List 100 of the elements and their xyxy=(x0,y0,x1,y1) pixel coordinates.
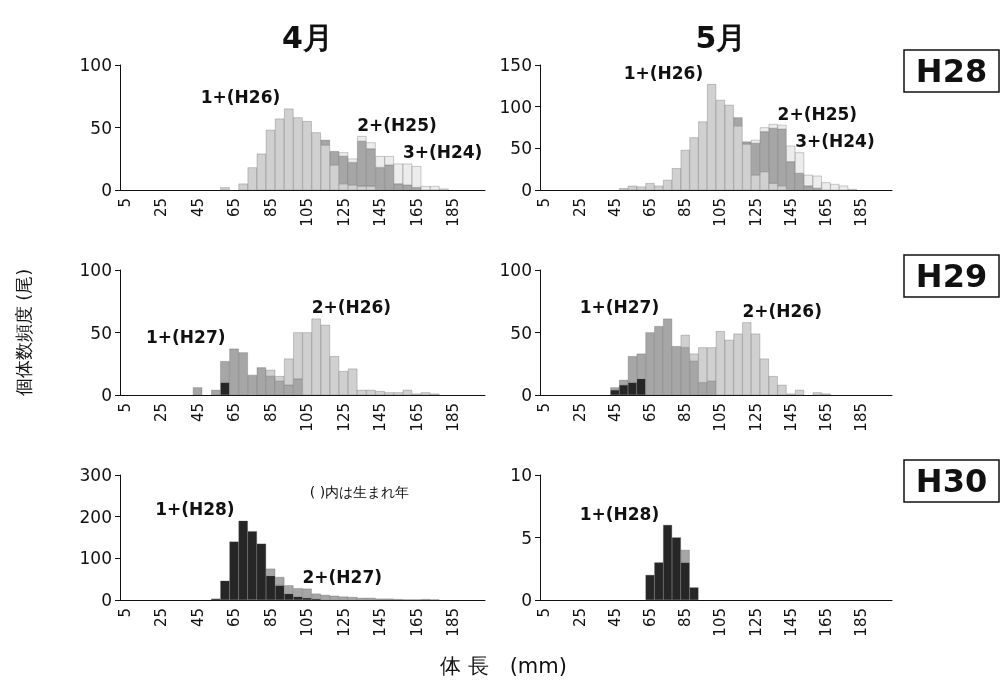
series-label: 2+(H25) xyxy=(357,114,437,135)
x-tick-label: 25 xyxy=(152,403,171,423)
y-tick-label: 300 xyxy=(79,465,112,485)
x-tick-label: 65 xyxy=(225,403,244,423)
y-tick-label: 50 xyxy=(510,138,532,159)
x-tick-label: 125 xyxy=(746,608,765,637)
x-tick-label: 5 xyxy=(535,608,554,618)
x-tick-label: 125 xyxy=(746,403,765,432)
x-tick-label: 165 xyxy=(407,198,426,227)
x-tick-label: 65 xyxy=(641,608,659,628)
x-tick-label: 125 xyxy=(334,198,353,227)
y-tick-label: 0 xyxy=(521,180,532,200)
x-tick-label: 165 xyxy=(817,608,835,637)
x-tick-label: 45 xyxy=(605,198,624,218)
x-tick-label: 45 xyxy=(605,608,624,628)
x-tick-label: 185 xyxy=(852,608,871,637)
x-tick-label: 5 xyxy=(115,608,134,618)
x-tick-label: 45 xyxy=(188,198,207,218)
x-tick-label: 25 xyxy=(570,403,589,423)
y-tick-label: 50 xyxy=(90,322,112,343)
series-label: 1+(H27) xyxy=(579,297,660,318)
x-tick-label: 185 xyxy=(852,198,871,227)
x-tick-label: 25 xyxy=(152,608,171,628)
x-tick-label: 165 xyxy=(407,403,426,432)
y-tick-label: 100 xyxy=(499,260,532,280)
y-tick-label: 10 xyxy=(510,465,532,485)
x-tick-label: 45 xyxy=(188,608,207,628)
series-label: 2+(H26) xyxy=(742,301,822,321)
y-tick-label: 50 xyxy=(90,117,112,138)
chart-title: 4月 xyxy=(282,19,333,55)
x-tick-label: 105 xyxy=(298,403,317,432)
series-label: 1+(H26) xyxy=(623,62,704,83)
x-axis-title: 体 長 (mm) xyxy=(439,653,568,680)
x-tick-label: 85 xyxy=(676,198,695,218)
x-tick-label: 65 xyxy=(225,198,244,218)
x-tick-label: 25 xyxy=(152,198,171,218)
series-label: 3+(H24) xyxy=(795,131,875,151)
series-label: 1+(H26) xyxy=(200,87,281,108)
y2-axis-title: H30 xyxy=(915,462,988,500)
y-tick-label: 100 xyxy=(79,55,112,75)
x-tick-label: 5 xyxy=(115,403,134,413)
y-tick-label: 0 xyxy=(521,590,532,610)
x-tick-label: 185 xyxy=(444,608,463,637)
x-tick-label: 85 xyxy=(676,403,695,423)
series-label: 2+(H25) xyxy=(777,103,858,124)
x-tick-label: 145 xyxy=(371,608,390,637)
x-tick-label: 105 xyxy=(711,403,730,432)
x-tick-label: 165 xyxy=(407,608,426,637)
x-tick-label: 185 xyxy=(444,403,463,432)
x-tick-label: 85 xyxy=(261,608,280,628)
x-tick-label: 105 xyxy=(298,608,317,637)
y-tick-label: 0 xyxy=(101,590,112,610)
x-tick-label: 85 xyxy=(676,608,695,628)
x-tick-label: 5 xyxy=(115,198,134,208)
y-tick-label: 100 xyxy=(499,96,532,117)
x-tick-label: 145 xyxy=(371,403,390,432)
x-tick-label: 45 xyxy=(605,403,624,423)
y2-axis-title: H29 xyxy=(915,257,988,295)
x-tick-label: 165 xyxy=(817,403,835,432)
y-axis-title: 個体数頻度 (尾) xyxy=(12,268,34,397)
x-tick-label: 65 xyxy=(225,608,244,628)
series-label: 2+(H27) xyxy=(302,567,382,588)
y-tick-label: 100 xyxy=(79,548,112,569)
series-label: 3+(H24) xyxy=(402,142,483,163)
x-tick-label: 25 xyxy=(570,608,589,628)
y-tick-label: 0 xyxy=(521,385,532,405)
x-tick-label: 185 xyxy=(444,198,463,227)
x-tick-label: 185 xyxy=(852,403,871,432)
x-tick-label: 85 xyxy=(261,198,280,218)
x-tick-label: 125 xyxy=(334,403,353,432)
x-tick-label: 105 xyxy=(711,198,730,227)
x-tick-label: 105 xyxy=(298,198,317,227)
y-tick-label: 150 xyxy=(499,55,532,75)
y-tick-label: 200 xyxy=(79,506,112,527)
y2-axis-title: H28 xyxy=(915,52,988,90)
series-label: 1+(H28) xyxy=(579,503,660,524)
y-tick-label: 5 xyxy=(521,527,532,548)
x-tick-label: 105 xyxy=(711,608,730,637)
x-tick-label: 125 xyxy=(746,198,765,227)
x-tick-label: 5 xyxy=(535,198,554,208)
x-tick-label: 5 xyxy=(535,403,554,413)
x-tick-label: 45 xyxy=(188,403,207,423)
y-tick-label: 50 xyxy=(510,322,532,343)
y-tick-label: 0 xyxy=(101,385,112,405)
y-tick-label: 100 xyxy=(79,260,112,280)
x-tick-label: 145 xyxy=(781,403,800,432)
x-tick-label: 125 xyxy=(334,608,353,637)
series-label: 2+(H26) xyxy=(311,297,392,318)
x-tick-label: 85 xyxy=(261,403,280,423)
annotation: ( )内は生まれ年 xyxy=(309,484,410,500)
series-label: 1+(H27) xyxy=(146,327,226,348)
x-tick-label: 65 xyxy=(641,403,659,423)
x-tick-label: 65 xyxy=(641,198,659,218)
series-label: 1+(H28) xyxy=(155,499,235,520)
chart-title: 5月 xyxy=(695,19,747,55)
x-tick-label: 145 xyxy=(781,198,800,227)
y-tick-label: 0 xyxy=(101,180,112,200)
x-tick-label: 145 xyxy=(371,198,390,227)
x-tick-label: 165 xyxy=(817,198,835,227)
x-tick-label: 145 xyxy=(781,608,800,637)
